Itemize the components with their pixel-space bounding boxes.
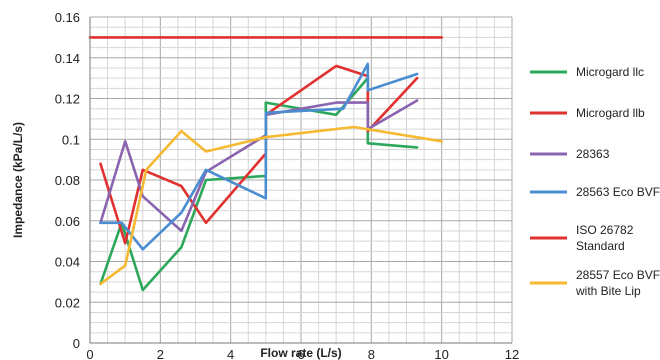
series-lines bbox=[88, 36, 444, 292]
axes bbox=[89, 17, 512, 344]
legend-label: 28563 Eco BVF bbox=[576, 185, 660, 199]
series-line bbox=[99, 62, 419, 251]
legend-label: Microgard llc bbox=[576, 65, 644, 79]
legend-label: Microgard llb bbox=[576, 106, 645, 120]
x-tick-label: 8 bbox=[368, 347, 375, 360]
y-tick-label: 0 bbox=[73, 336, 80, 351]
series-line bbox=[99, 64, 419, 245]
legend-label: 28557 Eco BVF bbox=[576, 268, 660, 282]
y-tick-label: 0.08 bbox=[55, 173, 80, 188]
legend-label: with Bite Lip bbox=[575, 284, 641, 298]
x-tick-label: 6 bbox=[297, 347, 304, 360]
y-tick-label: 0.16 bbox=[55, 10, 80, 25]
gridlines bbox=[89, 16, 513, 344]
x-tick-label: 2 bbox=[157, 347, 164, 360]
legend-label: Standard bbox=[576, 239, 625, 253]
y-tick-label: 0.1 bbox=[62, 132, 80, 147]
y-tick-label: 0.02 bbox=[55, 295, 80, 310]
y-tick-label: 0.06 bbox=[55, 214, 80, 229]
y-tick-label: 0.12 bbox=[55, 92, 80, 107]
x-tick-label: 12 bbox=[505, 347, 519, 360]
x-axis-title: Flow rate (L/s) bbox=[260, 346, 341, 360]
y-tick-label: 0.14 bbox=[55, 51, 80, 66]
legend: Microgard llc Microgard llb 28363 28563 Eco… bbox=[530, 65, 660, 298]
series-line bbox=[99, 125, 444, 286]
legend-label: 28363 bbox=[576, 147, 610, 161]
y-tick-labels: 0 0.02 0.04 0.06 0.08 0.1 0.12 0.14 0.16 bbox=[55, 10, 80, 351]
legend-label: ISO 26782 bbox=[576, 223, 634, 237]
x-tick-label: 10 bbox=[434, 347, 448, 360]
y-axis-title: Impedance (kPa/L/s) bbox=[11, 122, 25, 238]
x-tick-label: 4 bbox=[227, 347, 234, 360]
series-line bbox=[99, 76, 419, 292]
y-tick-label: 0.04 bbox=[55, 255, 80, 270]
x-tick-labels: 0 2 4 6 8 10 12 bbox=[86, 347, 519, 360]
x-tick-label: 0 bbox=[86, 347, 93, 360]
series-line bbox=[99, 99, 419, 233]
